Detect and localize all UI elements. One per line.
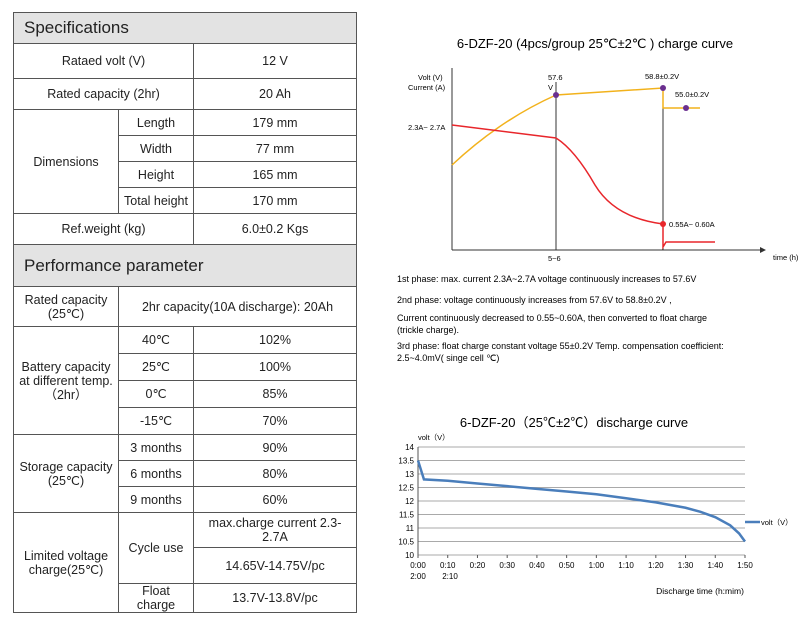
x-axis-label: Discharge time (h:mim) [656,586,744,596]
point [660,85,666,91]
note: 1st phase: max. current 2.3A~2.7A voltag… [397,274,696,284]
cell: Length [118,109,194,136]
note: 3rd phase: float charge constant voltage… [397,341,724,351]
cell: Storage capacity (25℃) [13,434,119,513]
label: 5~6 [548,254,561,263]
x-tick-label: 2:00 [410,572,426,581]
cell: 100% [192,353,358,381]
cell: 9 months [118,486,194,513]
cell: Rataed volt (V) [13,43,194,79]
cell: 12 V [192,43,358,79]
note: 2nd phase: voltage continuously increase… [397,295,672,305]
x-tick-label: 2:10 [442,572,458,581]
cell: Width [118,135,194,162]
cell: 90% [192,434,358,461]
y-tick-label: 14 [405,443,414,452]
cell: Limited voltage charge(25℃) [13,512,119,613]
section-title: Performance parameter [12,244,358,287]
x-tick-label: 0:30 [499,561,515,570]
y-tick-label: 11.5 [399,511,415,520]
note: Current continuously decreased to 0.55~0… [397,313,707,323]
cell: 77 mm [192,135,358,162]
x-tick-label: 0:10 [440,561,456,570]
x-tick-label: 1:00 [589,561,605,570]
cell: 85% [192,380,358,408]
y-tick-label: 13 [405,470,414,479]
cell: 60% [192,486,358,513]
current-curve [451,124,715,250]
discharge-plot: 10 10.5 11 11.5 12 12.5 13 13.5 14 0:00 0:10 0:20 0:… [398,443,792,581]
cell: Height [118,161,194,188]
label: 57.6 [548,73,563,82]
label: Volt (V) [418,73,443,82]
cell: 0℃ [118,380,194,408]
label: 2.3A~ 2.7A [408,123,445,132]
cell: 70% [192,407,358,435]
point [683,105,689,111]
voltage-curve [451,87,700,166]
cell: Battery capacity at different temp. （2hr… [13,326,119,435]
point [553,92,559,98]
label: 55.0±0.2V [675,90,709,99]
cell: -15℃ [118,407,194,435]
x-tick-label: 1:50 [737,561,753,570]
label: V [548,83,553,92]
discharge-title: 6-DZF-20（25℃±2℃）discharge curve [460,415,688,430]
cell: Cycle use [118,512,194,584]
note: 2.5~4.0mV( singe cell ℃) [397,353,499,363]
x-tick-label: 0:50 [559,561,575,570]
label: 0.55A~ 0.60A [669,220,715,229]
cell: 2hr capacity(10A discharge): 20Ah [117,286,358,327]
x-tick-label: 0:40 [529,561,545,570]
note: (trickle charge). [397,325,459,335]
cell: Float charge [118,583,194,613]
specifications-table: Specifications Rataed volt (V) 12 V Rated… [12,12,358,613]
x-tick-label: 1:30 [678,561,694,570]
cell: Total height [118,187,194,214]
y-tick-label: 10 [405,551,414,560]
cell: 20 Ah [192,78,358,110]
y-axis-label: volt（V） [418,433,450,442]
phase-notes: 1st phase: max. current 2.3A~2.7A voltag… [397,274,724,363]
point [660,221,666,227]
section-title: Specifications [12,12,358,44]
x-tick-label: 0:00 [410,561,426,570]
cell: Ref.weight (kg) [13,213,194,245]
cell: 6.0±0.2 Kgs [192,213,358,245]
label: time (h) [773,253,799,262]
y-tick-label: 10.5 [398,538,414,547]
cell: Dimensions [13,109,119,214]
data-line [416,460,747,543]
cell: max.charge current 2.3-2.7A [192,512,358,548]
x-tick-label: 1:20 [648,561,664,570]
label: Current (A) [408,83,446,92]
cell: 14.65V-14.75V/pc [192,547,358,584]
x-tick-label: 1:40 [707,561,723,570]
y-tick-label: 12 [405,497,414,506]
arrow [760,247,766,253]
x-tick-label: 0:20 [470,561,486,570]
y-tick-label: 11 [406,524,415,533]
y-tick-label: 13.5 [398,457,414,466]
label: 58.8±0.2V [645,72,679,81]
charge-title: 6-DZF-20 (4pcs/group 25℃±2℃ ) charge cur… [457,36,733,51]
legend-label: volt（V） [761,518,793,527]
cell: 13.7V-13.8V/pc [192,583,358,613]
y-tick-label: 12.5 [398,484,414,493]
cell: 165 mm [192,161,358,188]
x-tick-label: 1:10 [618,561,634,570]
